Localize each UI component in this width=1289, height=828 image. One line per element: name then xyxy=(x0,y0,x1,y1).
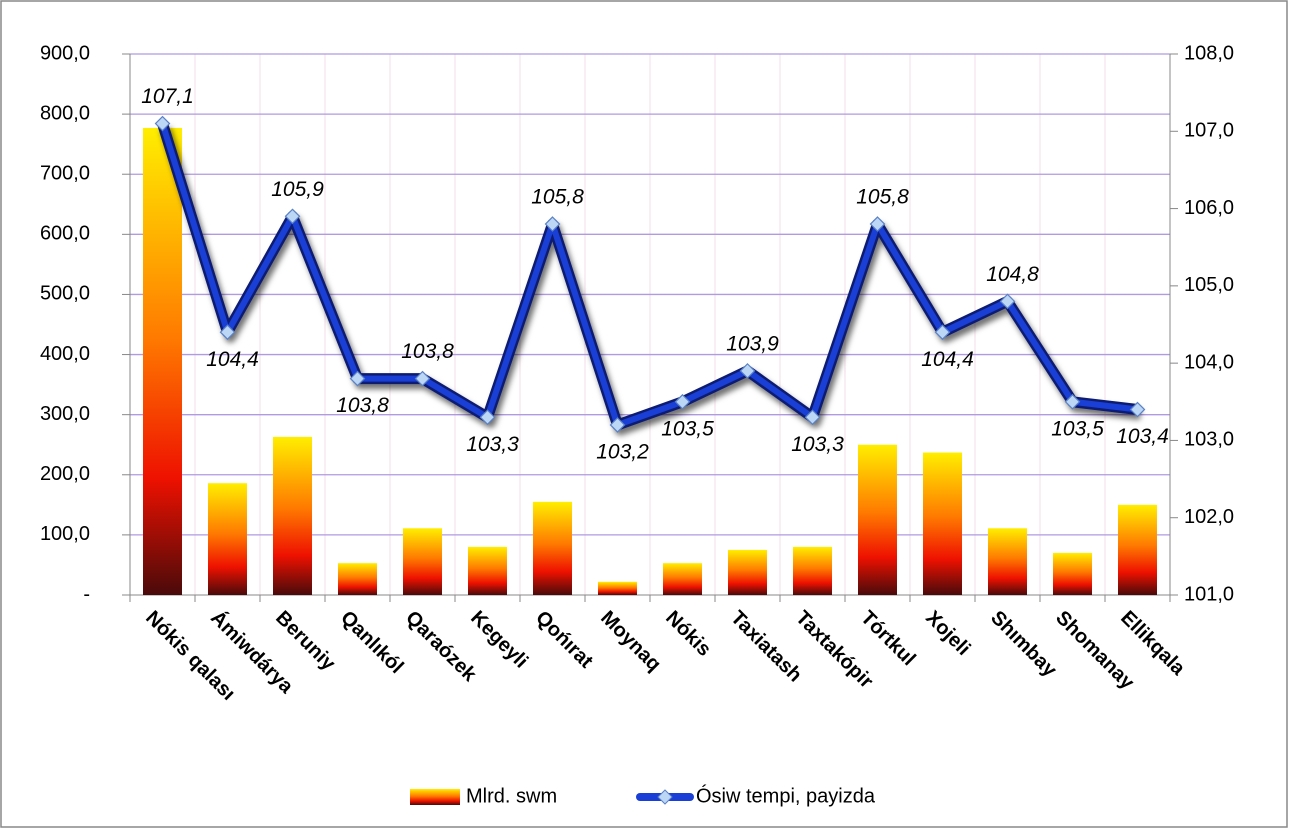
y-tick-label: 300,0 xyxy=(40,403,90,425)
data-label: 104,4 xyxy=(206,348,259,371)
bar xyxy=(403,528,442,595)
y-tick-label: 200,0 xyxy=(40,463,90,485)
line-marker xyxy=(154,115,171,132)
y2-tick-label: 105,0 xyxy=(1184,274,1234,296)
bar xyxy=(988,528,1027,595)
y-tick-label: - xyxy=(83,583,90,605)
data-label: 104,8 xyxy=(986,263,1039,286)
line-marker xyxy=(739,363,756,379)
y2-tick-label: 107,0 xyxy=(1184,120,1234,142)
data-label: 103,4 xyxy=(1116,425,1169,448)
y2-tick-label: 106,0 xyxy=(1184,197,1234,219)
data-label: 107,1 xyxy=(141,85,194,108)
legend-label: Mlrd. swm xyxy=(466,785,557,807)
y-tick-label: 800,0 xyxy=(40,102,90,124)
line-marker xyxy=(349,370,366,387)
data-label: 103,8 xyxy=(336,394,389,417)
line-series-highlight xyxy=(159,122,1138,428)
line-marker xyxy=(609,417,626,433)
line-marker xyxy=(869,216,886,232)
line-marker xyxy=(804,409,821,426)
data-label: 103,5 xyxy=(1051,417,1104,440)
data-label: 103,2 xyxy=(596,441,649,464)
bar xyxy=(273,436,312,595)
line-marker xyxy=(1129,401,1146,418)
data-label: 103,9 xyxy=(726,332,779,355)
line-marker xyxy=(219,324,236,341)
bar xyxy=(338,563,377,595)
legend-label: Ósiw tempi, payizda xyxy=(696,784,876,807)
data-label: 103,3 xyxy=(466,433,519,456)
data-label: 103,3 xyxy=(791,433,844,456)
data-label: 103,5 xyxy=(661,417,714,440)
y2-tick-label: 103,0 xyxy=(1184,429,1234,451)
line-marker xyxy=(1064,393,1081,410)
bar xyxy=(728,549,767,595)
legend-swatch xyxy=(410,789,460,805)
data-label: 105,8 xyxy=(531,186,584,209)
line-marker xyxy=(934,324,951,341)
bar xyxy=(468,546,507,595)
line-marker xyxy=(674,393,691,410)
line-marker xyxy=(284,208,301,225)
bar xyxy=(793,546,832,595)
legend-marker xyxy=(657,789,673,805)
y2-tick-label: 104,0 xyxy=(1184,351,1234,373)
data-label: 105,9 xyxy=(271,178,324,201)
y-tick-label: 100,0 xyxy=(40,523,90,545)
data-label: 103,8 xyxy=(401,340,454,363)
y-tick-label: 900,0 xyxy=(40,42,90,64)
y-tick-label: 700,0 xyxy=(40,163,90,185)
data-label: 105,8 xyxy=(856,186,909,209)
bar xyxy=(663,563,702,595)
y2-tick-label: 101,0 xyxy=(1184,583,1234,605)
y-tick-label: 400,0 xyxy=(40,343,90,365)
bar xyxy=(143,127,182,595)
bar xyxy=(1053,552,1092,595)
line-marker xyxy=(414,370,431,387)
bar xyxy=(858,444,897,595)
bar xyxy=(533,501,572,595)
y2-tick-label: 102,0 xyxy=(1184,506,1234,528)
line-marker xyxy=(479,409,496,426)
y-tick-label: 600,0 xyxy=(40,223,90,245)
line-marker xyxy=(544,216,561,232)
bar xyxy=(1118,504,1157,595)
line-marker xyxy=(999,293,1016,310)
data-label: 104,4 xyxy=(921,348,974,371)
y-tick-label: 500,0 xyxy=(40,283,90,305)
bar xyxy=(598,581,637,595)
bar xyxy=(208,483,247,595)
bar xyxy=(923,452,962,595)
y2-tick-label: 108,0 xyxy=(1184,42,1234,64)
